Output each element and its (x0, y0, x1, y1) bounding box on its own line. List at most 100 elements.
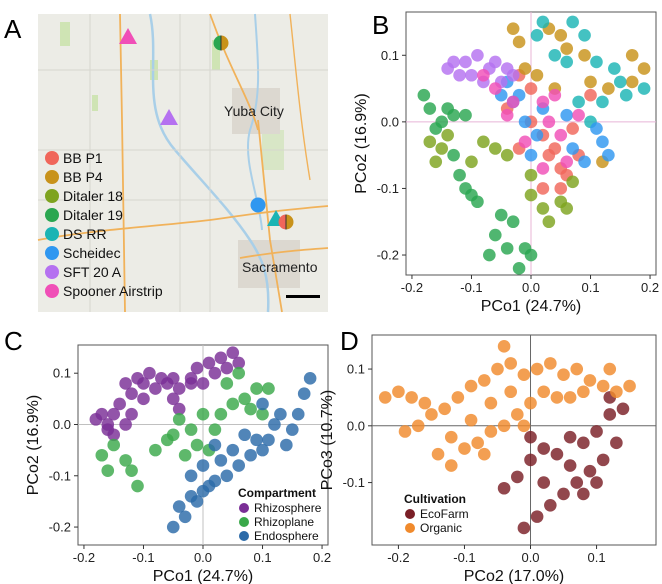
data-point-ecofarm (563, 430, 577, 444)
data-point-bb-p1 (548, 142, 562, 155)
data-point-organic (471, 436, 484, 450)
data-point-organic (378, 391, 392, 404)
data-point-rhizoplane (250, 382, 263, 395)
data-point-spooner-airstrip (560, 155, 574, 169)
data-point-organic (623, 379, 636, 393)
data-point-ditaler-19 (500, 242, 514, 255)
data-point-rhizoplane (226, 397, 240, 411)
data-point-endosphere (220, 469, 234, 483)
data-point-ditaler-19 (512, 262, 526, 275)
panel-c-legend-label-rhizosphere: Rhizosphere (254, 501, 322, 515)
data-point-ditaler-19 (441, 102, 454, 115)
data-point-organic (411, 419, 425, 433)
data-point-ditaler-18 (566, 175, 579, 189)
map-river (148, 13, 270, 313)
panel-d-series-ecofarm (497, 391, 630, 535)
data-point-rhizoplane (238, 392, 251, 406)
panel-d-frame (371, 334, 657, 546)
data-point-ditaler-18 (441, 128, 454, 142)
data-point-rhizosphere (107, 407, 121, 421)
data-point-spooner-airstrip (506, 95, 520, 109)
data-point-ditaler-19 (506, 215, 520, 229)
data-point-organic (504, 357, 517, 370)
data-point-rhizosphere (137, 392, 150, 406)
data-point-ditaler-18 (524, 188, 538, 202)
data-point-ds-rr (637, 82, 651, 95)
panel-d-y-tick-label: 0.1 (347, 362, 365, 377)
data-point-rhizosphere (184, 372, 198, 385)
data-point-bb-p4 (584, 75, 597, 89)
data-point-ds-rr (572, 95, 585, 109)
data-point-organic (484, 425, 498, 438)
panel-d-y-tick-label: -0.1 (343, 475, 365, 490)
data-point-scheidec (518, 115, 532, 129)
data-point-ecofarm (590, 476, 603, 489)
data-point-ecofarm (557, 487, 570, 501)
panel-d-legend-label-ecofarm: EcoFarm (420, 507, 469, 521)
data-point-organic (477, 447, 491, 461)
panel-c-y-tick-label: -0.2 (49, 520, 71, 535)
data-point-ditaler-19 (447, 148, 460, 162)
data-point-rhizosphere (137, 377, 150, 390)
data-point-ditaler-19 (524, 248, 538, 262)
data-point-ds-rr (560, 55, 574, 69)
legend-marker-bb-p1 (45, 151, 59, 165)
data-point-organic (583, 374, 597, 387)
legend-marker-sft-20-a (45, 265, 59, 279)
data-point-ditaler-18 (524, 168, 538, 182)
data-point-bb-p4 (506, 22, 520, 35)
data-point-spooner-airstrip (572, 108, 585, 122)
data-point-rhizosphere (202, 356, 216, 370)
data-point-organic (524, 396, 537, 410)
panel-c-legend-marker-rhizosphere (239, 503, 249, 513)
data-point-ditaler-19 (459, 108, 472, 122)
data-point-organic (610, 385, 623, 399)
panel-c-series-endosphere (166, 372, 317, 534)
data-point-spooner-airstrip (488, 82, 502, 95)
data-point-organic (596, 379, 610, 393)
data-point-endosphere (268, 418, 281, 431)
site-marker-circle (250, 197, 266, 213)
legend-label-ditaler-18: Ditaler 18 (63, 188, 123, 204)
panel-b-y-tick-label: -0.1 (377, 181, 399, 196)
data-point-ditaler-19 (417, 88, 431, 102)
legend-label-scheidec: Scheidec (63, 245, 121, 261)
panel-b-y-tick-label: -0.2 (377, 248, 399, 263)
data-point-spooner-airstrip (500, 108, 514, 122)
site-marker-half-left (278, 214, 286, 230)
data-point-bb-p4 (560, 42, 574, 55)
data-point-rhizoplane (184, 423, 198, 436)
panel-d-x-axis-label: PCo2 (17.0%) (464, 568, 565, 584)
data-point-ecofarm (511, 470, 524, 484)
data-point-rhizoplane (95, 448, 109, 462)
data-point-endosphere (297, 387, 311, 401)
data-point-ds-rr (596, 95, 609, 109)
data-point-organic (444, 430, 458, 444)
data-point-scheidec (524, 148, 538, 162)
data-point-spooner-airstrip (477, 68, 490, 82)
panel-c-y-tick-label: 0.1 (53, 366, 71, 381)
data-point-spooner-airstrip (536, 162, 550, 175)
data-point-ds-rr (578, 29, 591, 42)
data-point-bb-p4 (554, 29, 568, 42)
map-highway (239, 247, 329, 259)
map-highway (289, 13, 311, 181)
panel-c-legend-label-rhizoplane: Rhizoplane (254, 515, 314, 529)
panel-c-x-tick-label: 0.1 (253, 550, 271, 565)
data-point-rhizosphere (119, 418, 132, 431)
data-point-endosphere (291, 407, 305, 421)
panel-d-legend-marker-ecofarm (405, 509, 415, 519)
panel-b-series-ditaler-18 (423, 128, 579, 229)
scale-bar (286, 295, 320, 298)
data-point-rhizoplane (196, 407, 210, 421)
data-point-endosphere (232, 459, 246, 472)
data-point-rhizosphere (107, 428, 121, 442)
data-point-ditaler-18 (423, 135, 437, 149)
data-point-rhizosphere (149, 382, 162, 395)
data-point-bb-p4 (602, 82, 615, 95)
data-point-rhizosphere (95, 407, 109, 421)
legend-marker-spooner-airstrip (45, 284, 59, 298)
data-point-rhizosphere (220, 361, 234, 375)
data-point-rhizoplane (172, 413, 186, 426)
data-point-endosphere (274, 407, 287, 421)
